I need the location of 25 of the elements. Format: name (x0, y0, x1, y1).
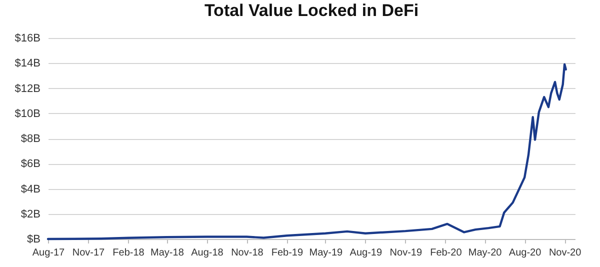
x-tick-label: Nov-20 (548, 248, 582, 258)
y-tick-label: $4B (20, 183, 40, 196)
x-tick-label: Aug-18 (191, 248, 224, 258)
x-tick-label: Nov-17 (72, 248, 106, 258)
y-tick-label: $B (27, 234, 40, 246)
x-tick-label: May-20 (468, 248, 502, 258)
x-tick-label: Feb-19 (271, 248, 304, 258)
x-tick-label: Nov-18 (231, 248, 264, 258)
y-tick-label: $2B (20, 208, 40, 220)
x-tick-label: Aug-17 (32, 248, 66, 258)
x-tick-label: Feb-18 (112, 248, 145, 258)
y-tick-label: $10B (14, 108, 40, 120)
y-tick-label: $8B (20, 133, 40, 145)
chart-title: Total Value Locked in DeFi (204, 1, 419, 20)
x-tick-label: Feb-20 (430, 248, 462, 258)
x-tick-label: May-19 (309, 248, 344, 258)
x-tick-label: May-18 (150, 248, 184, 258)
y-tick-label: $6B (20, 158, 40, 170)
y-tick-label: $14B (14, 58, 40, 70)
y-tick-label: $16B (14, 32, 40, 44)
x-tick-label: Nov-19 (390, 248, 422, 258)
x-tick-label: Aug-20 (508, 248, 542, 258)
y-tick-label: $12B (14, 82, 40, 95)
x-tick-label: Aug-19 (350, 248, 382, 258)
line-series (46, 63, 567, 240)
